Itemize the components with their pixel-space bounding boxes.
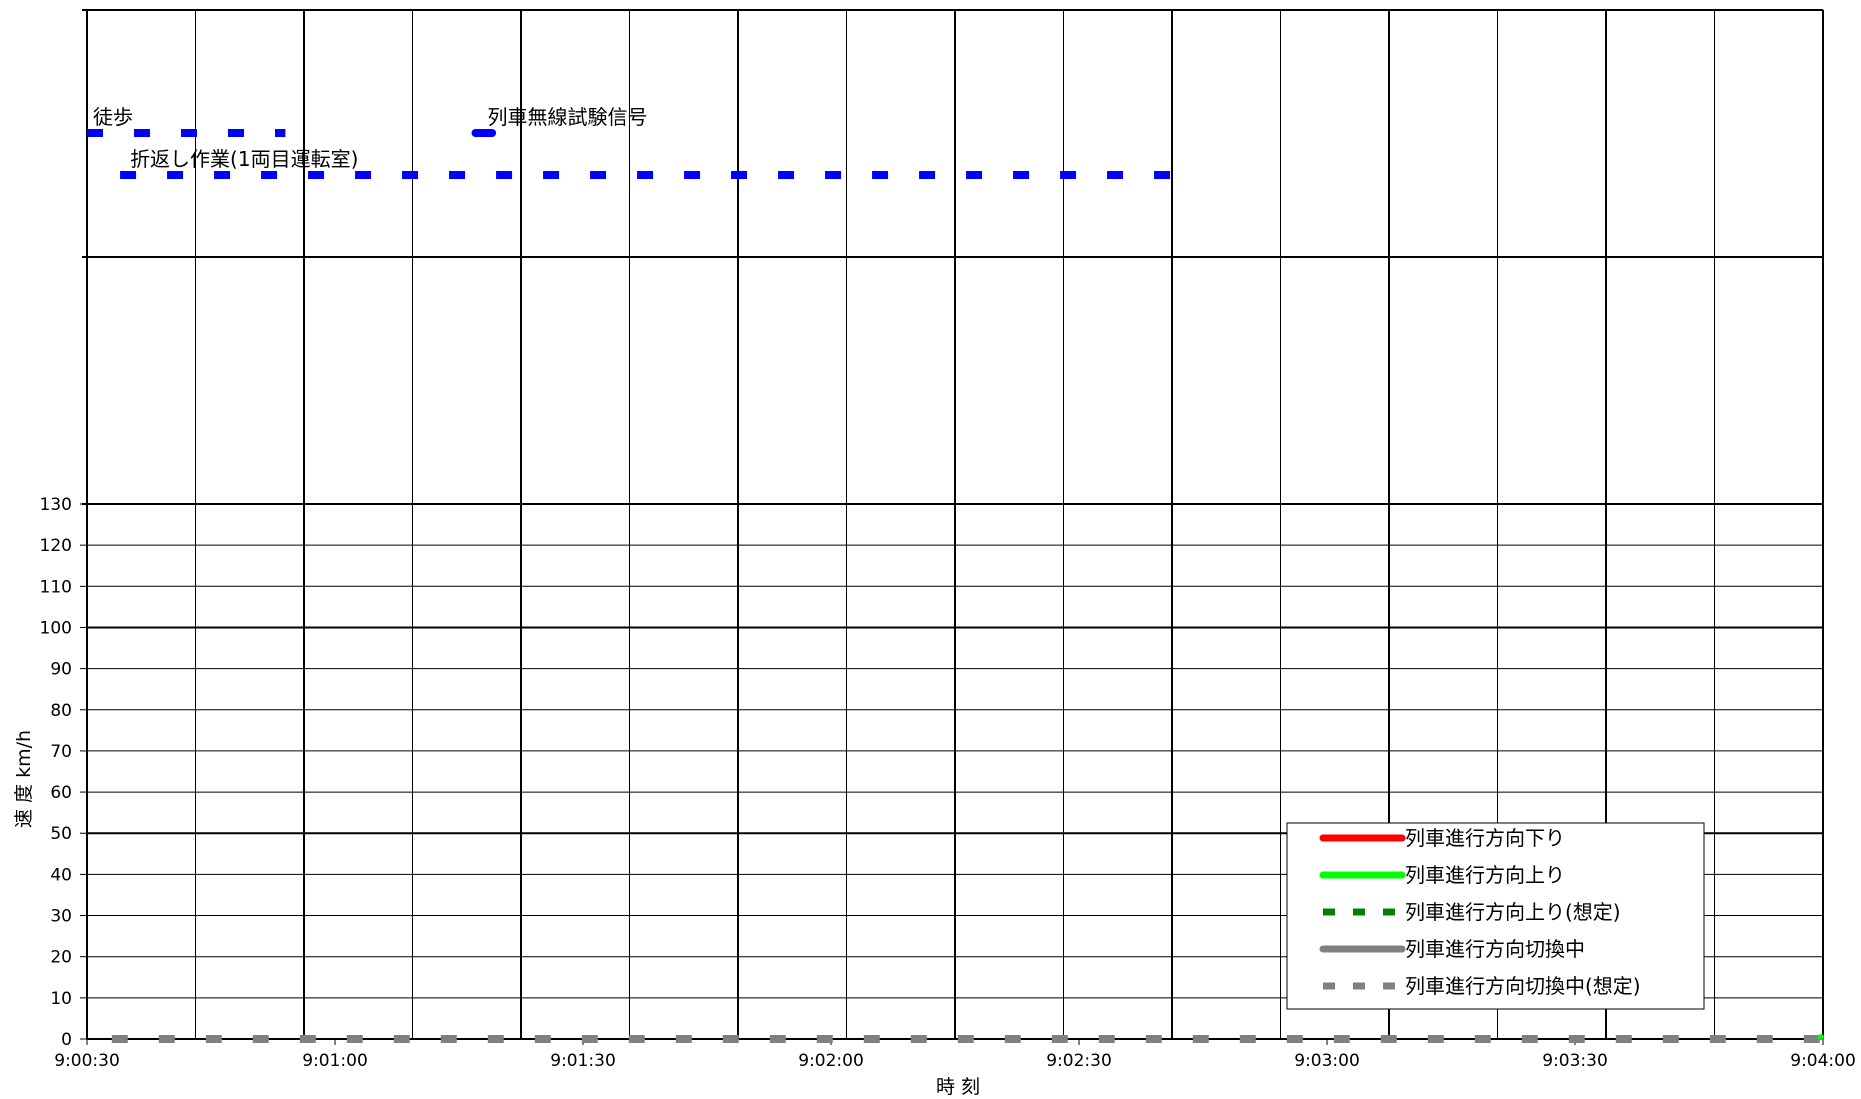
y-tick-label: 40 (50, 865, 72, 885)
y-tick-label: 50 (50, 824, 72, 844)
annotation-label: 折返し作業(1両目運転室) (130, 147, 358, 171)
y-tick-label: 60 (50, 783, 72, 803)
x-tick-label: 9:03:30 (1542, 1051, 1608, 1071)
y-tick-label: 130 (40, 495, 72, 515)
series (111, 1034, 1824, 1043)
annotation-label: 列車無線試験信号 (488, 105, 648, 129)
y-tick-label: 70 (50, 742, 72, 762)
y-tick-label: 0 (61, 1030, 72, 1050)
legend-box (1286, 822, 1705, 1010)
y-tick-label: 100 (40, 618, 72, 638)
x-tick-label: 9:04:00 (1790, 1051, 1856, 1071)
series-point (1818, 1034, 1824, 1040)
y-tick-labels: 0 10 20 30 40 50 60 70 80 90 100 110 120 130 (40, 495, 87, 1050)
legend-label: 列車進行方向上り(想定) (1405, 900, 1621, 924)
y-tick-label: 10 (50, 989, 72, 1009)
x-tick-label: 9:02:30 (1046, 1051, 1112, 1071)
x-tick-labels: 9:00:30 9:01:00 9:01:30 9:02:00 9:02:30 9:03:… (54, 1039, 1856, 1071)
annotation-label: 徒歩 (93, 105, 133, 129)
y-tick-label: 90 (50, 660, 72, 680)
legend-label: 列車進行方向切換中 (1405, 937, 1585, 961)
y-tick-label: 110 (40, 577, 72, 597)
x-tick-label: 9:02:00 (798, 1051, 864, 1071)
y-tick-label: 20 (50, 948, 72, 968)
x-tick-label: 9:01:30 (550, 1051, 616, 1071)
legend-label: 列車進行方向切換中(想定) (1405, 974, 1641, 998)
y-tick-label: 30 (50, 907, 72, 927)
x-tick-label: 9:03:00 (1294, 1051, 1360, 1071)
legend-label: 列車進行方向上り (1405, 863, 1565, 887)
x-axis-title: 時 刻 (936, 1076, 980, 1098)
y-axis-title: 速 度 km/h (13, 730, 35, 828)
y-tick-label: 120 (40, 536, 72, 556)
y-tick-label: 80 (50, 701, 72, 721)
grid (82, 9, 1824, 1039)
legend-label: 列車進行方向下り (1405, 826, 1565, 850)
x-tick-label: 9:00:30 (54, 1051, 120, 1071)
x-tick-label: 9:01:00 (302, 1051, 368, 1071)
